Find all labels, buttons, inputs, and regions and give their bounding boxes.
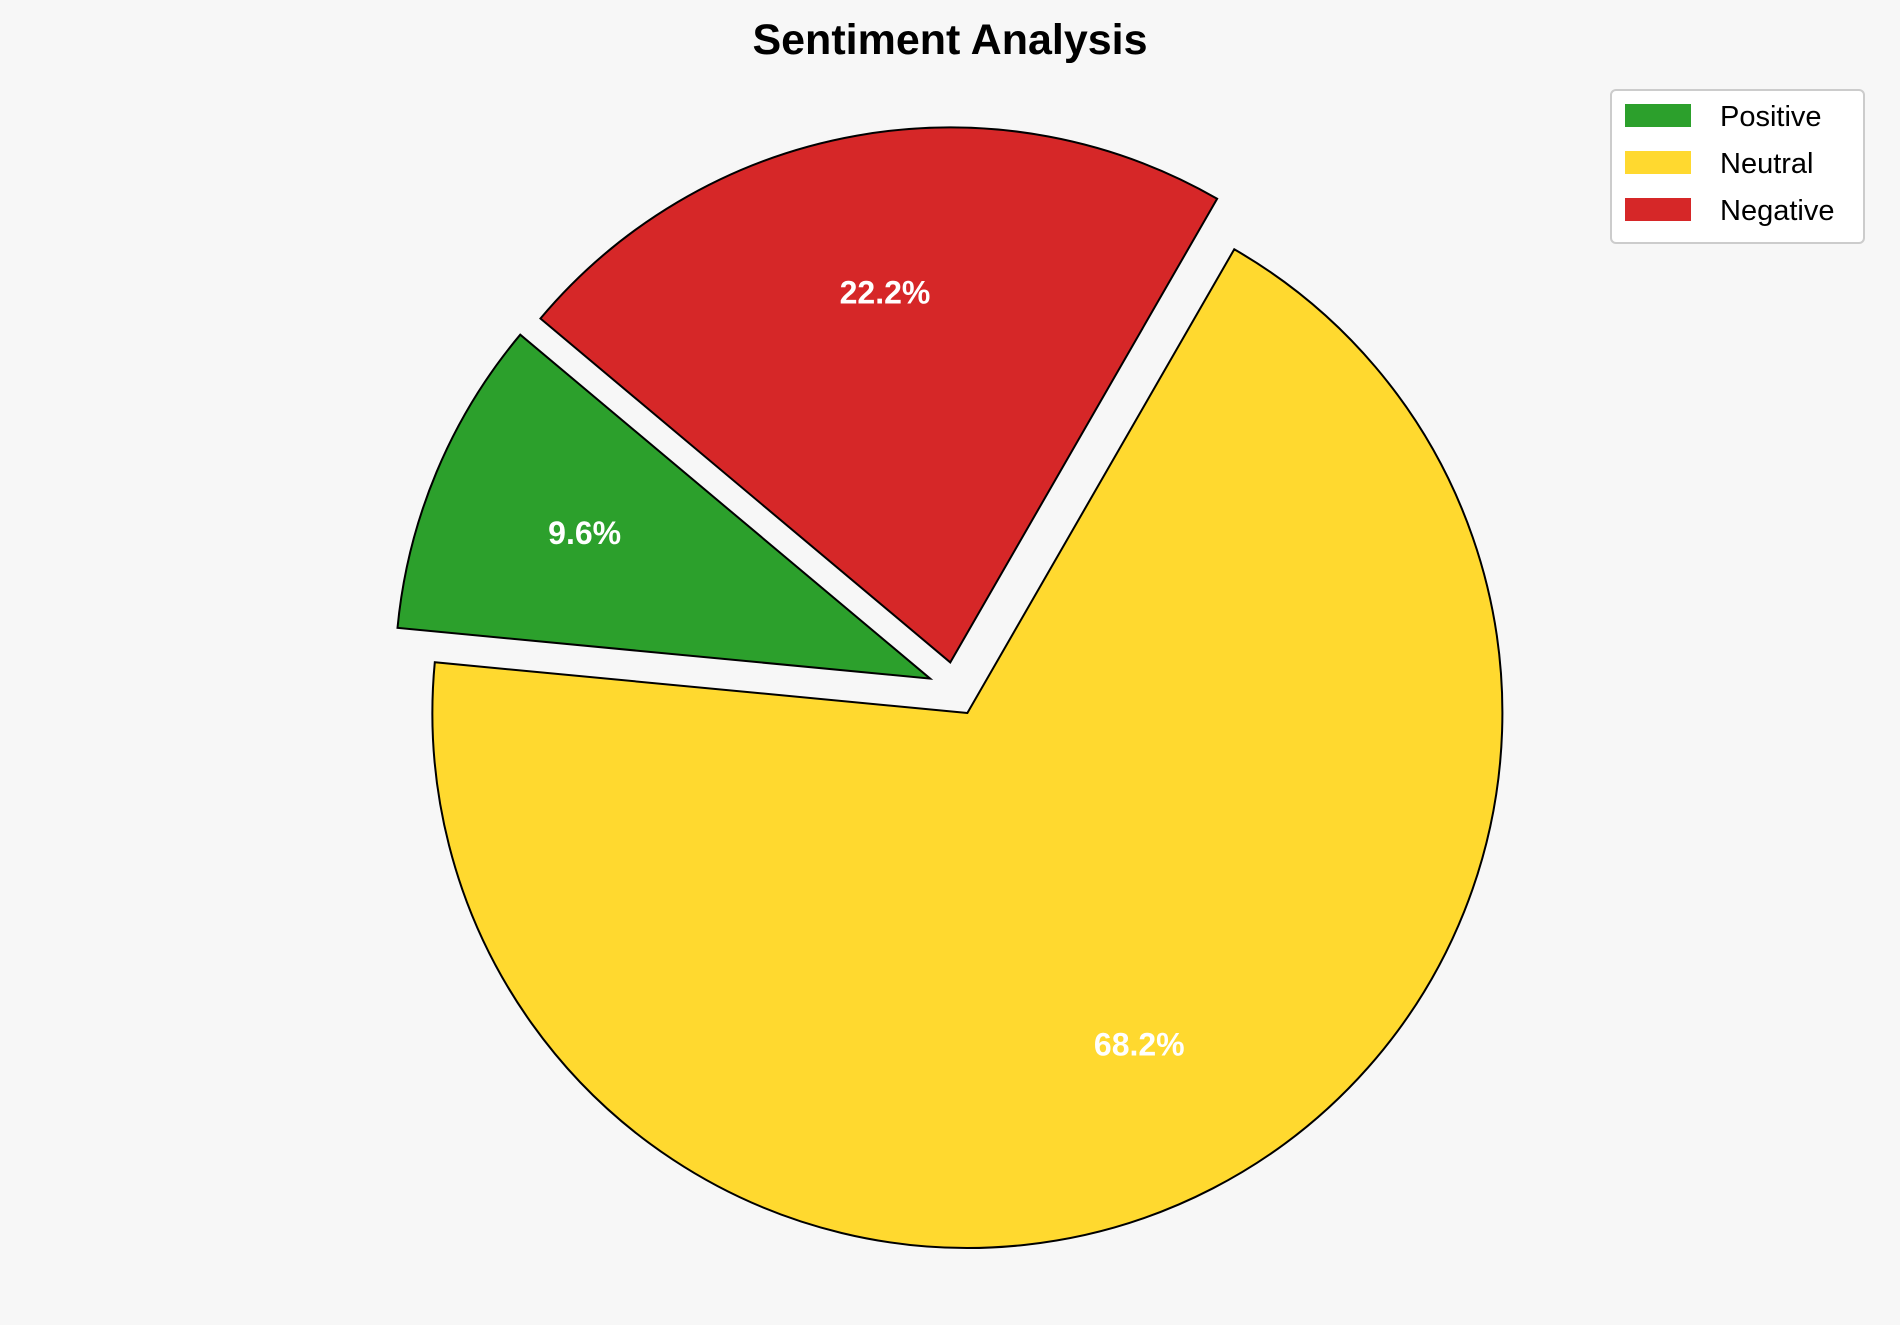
- pie-slices: [396, 126, 1504, 1249]
- legend-label-neutral: Neutral: [1720, 148, 1814, 180]
- pie-slice-neutral: [431, 247, 1504, 1249]
- legend-swatch-neutral: [1625, 151, 1691, 174]
- pie-label-negative: 22.2%: [840, 275, 931, 311]
- legend-swatch-negative: [1625, 198, 1691, 221]
- pie-label-positive: 9.6%: [548, 515, 621, 551]
- legend-label-positive: Positive: [1720, 101, 1822, 133]
- pie-slice-positive: [396, 333, 934, 680]
- legend: Positive Neutral Negative: [1610, 89, 1865, 244]
- legend-label-negative: Negative: [1720, 195, 1834, 227]
- pie-labels: 9.6% 68.2% 22.2%: [548, 275, 1184, 1063]
- pie-label-neutral: 68.2%: [1094, 1027, 1185, 1063]
- chart-title: Sentiment Analysis: [752, 16, 1147, 64]
- pie-slice-negative: [539, 126, 1219, 664]
- legend-swatch-positive: [1625, 104, 1691, 127]
